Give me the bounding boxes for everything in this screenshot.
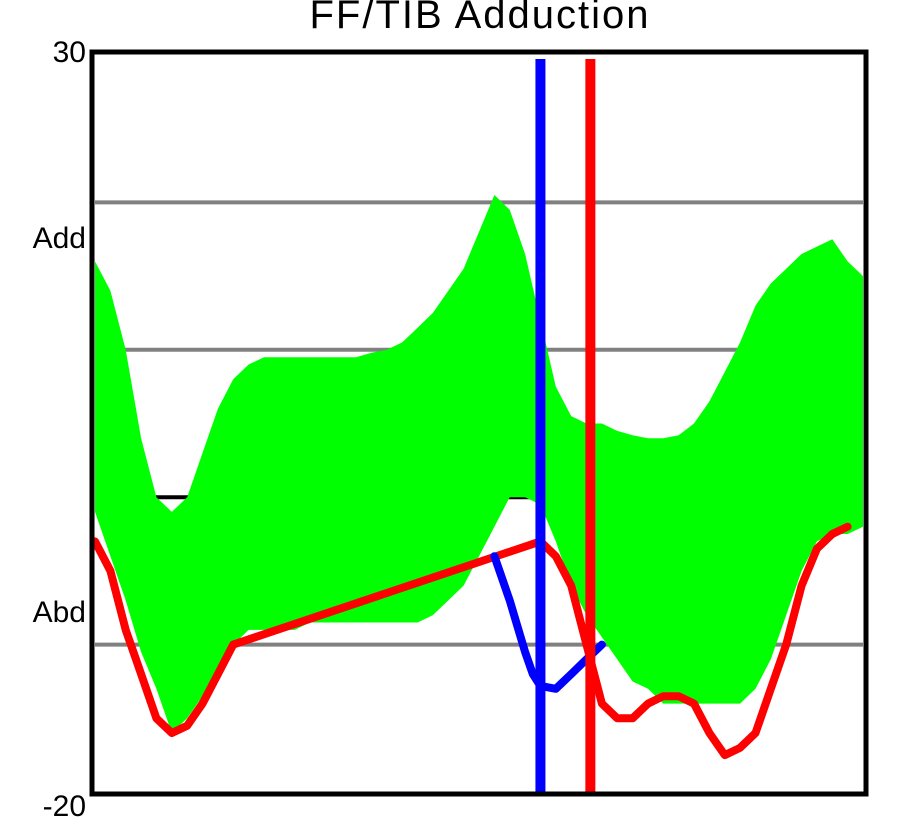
normal-band-area	[95, 195, 863, 733]
plot-frame	[89, 49, 869, 797]
y-tick-label-max: 30	[53, 36, 86, 69]
series-line-0	[91, 522, 852, 760]
y-region-label-add: Add	[33, 222, 86, 255]
vertical-markers	[535, 59, 596, 794]
chart-title: FF/TIB Adduction	[309, 0, 650, 37]
y-tick-label-min: -20	[43, 790, 86, 818]
y-region-label-abd: Abd	[33, 596, 86, 629]
normal-band	[95, 195, 863, 733]
